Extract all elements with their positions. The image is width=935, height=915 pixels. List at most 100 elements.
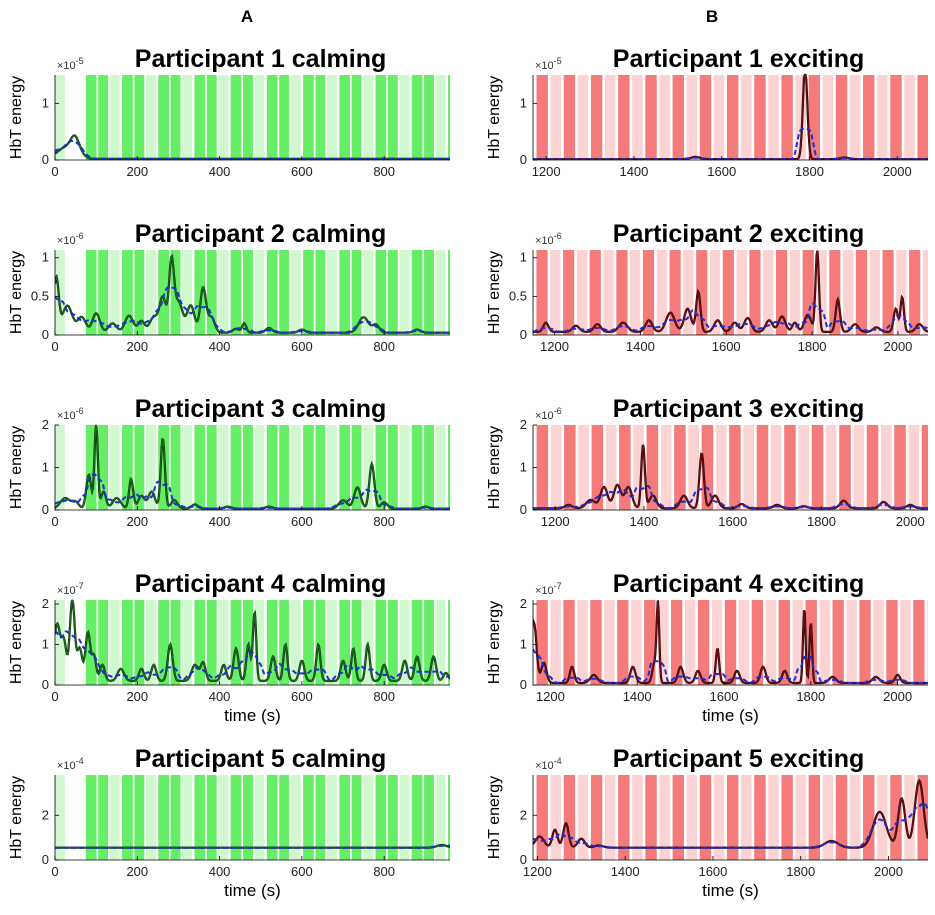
stimulus-band <box>822 775 834 860</box>
stimulus-band <box>781 75 793 160</box>
x-tick-label: 200 <box>126 164 148 179</box>
stimulus-band <box>696 250 708 335</box>
stimulus-band <box>835 775 848 860</box>
stimulus-band <box>726 75 739 160</box>
stimulus-band <box>109 250 120 335</box>
y-tick-label: 2 <box>42 417 49 432</box>
stimulus-band <box>724 600 737 685</box>
stimulus-band <box>290 775 301 860</box>
stimulus-band <box>768 75 779 160</box>
stimulus-band <box>686 75 698 160</box>
x-tick-label: 1400 <box>626 339 655 354</box>
y-tick-label: 0.5 <box>509 288 527 303</box>
stimulus-band <box>85 600 97 685</box>
stimulus-band <box>182 775 193 860</box>
stimulus-band <box>109 75 120 160</box>
stimulus-band <box>632 775 643 860</box>
x-tick-label: 800 <box>373 689 395 704</box>
stimulus-band <box>399 75 410 160</box>
stimulus-band <box>605 425 617 510</box>
stimulus-band <box>279 75 290 160</box>
stimulus-band <box>351 425 362 510</box>
x-tick-label: 1800 <box>795 164 824 179</box>
panel-title: Participant 2 calming <box>135 220 386 248</box>
stimulus-band <box>686 775 698 860</box>
stimulus-band <box>770 425 782 510</box>
stimulus-band <box>303 600 314 685</box>
stimulus-band <box>279 425 290 510</box>
x-tick-label: 1400 <box>623 689 652 704</box>
x-tick-label: 600 <box>291 689 313 704</box>
stimulus-band <box>603 250 614 335</box>
stimulus-band <box>411 250 423 335</box>
hbt-fit-line <box>55 630 450 682</box>
panel-p2-exciting: 1200 1400 1600 1800 2000 0 0.5 1 ×10-6 Participan… <box>486 220 928 354</box>
stimulus-band <box>375 425 387 510</box>
stimulus-band <box>254 775 265 860</box>
stimulus-band <box>683 250 694 335</box>
stimulus-band <box>563 775 576 860</box>
stimulus-band <box>886 600 898 685</box>
stimulus-band <box>206 425 217 510</box>
stimulus-band <box>351 75 362 160</box>
stimulus-band <box>170 775 181 860</box>
stimulus-band <box>699 775 712 860</box>
stimulus-band <box>859 600 871 685</box>
stimulus-band <box>424 250 434 335</box>
stimulus-band <box>230 425 242 510</box>
stimulus-band <box>846 600 857 685</box>
stimulus-band <box>645 775 657 860</box>
stimulus-band <box>145 600 156 685</box>
stimulus-band <box>424 425 434 510</box>
stimulus-band <box>218 775 229 860</box>
stimulus-band <box>849 775 861 860</box>
stimulus-band <box>55 775 65 860</box>
stimulus-band <box>672 75 684 160</box>
stimulus-band <box>604 775 616 860</box>
stimulus-band <box>435 75 446 160</box>
stimulus-band <box>866 425 879 510</box>
stimulus-band <box>266 600 278 685</box>
stimulus-band <box>672 775 684 860</box>
x-tick-label: 1600 <box>718 514 747 529</box>
hbt-fit-line <box>533 484 928 510</box>
stimulus-band <box>279 250 290 335</box>
stimulus-band <box>751 600 764 685</box>
stimulus-bands <box>536 600 928 685</box>
x-tick-label: 600 <box>291 514 313 529</box>
stimulus-band <box>170 425 181 510</box>
stimulus-band <box>122 425 133 510</box>
column-label-a: A <box>241 7 253 26</box>
stimulus-band <box>266 250 278 335</box>
y-axis-label: HbT energy <box>8 251 25 334</box>
stimulus-band <box>722 250 734 335</box>
x-tick-label: 1800 <box>798 339 827 354</box>
stimulus-band <box>399 250 410 335</box>
stimulus-band <box>684 600 696 685</box>
y-exponent: ×10-6 <box>535 231 562 247</box>
stimulus-band <box>218 250 229 335</box>
stimulus-band <box>792 600 803 685</box>
y-tick-label: 2 <box>520 596 527 611</box>
y-tick-label: 0 <box>520 852 527 867</box>
stimulus-band <box>536 600 548 685</box>
stimulus-band <box>658 600 669 685</box>
x-tick-label: 2000 <box>874 864 903 879</box>
stimulus-band <box>896 250 907 335</box>
stimulus-bands <box>536 425 928 510</box>
stimulus-band <box>218 75 229 160</box>
stimulus-band <box>411 600 423 685</box>
x-tick-label: 1200 <box>532 164 561 179</box>
stimulus-band <box>795 775 806 860</box>
stimulus-band <box>447 425 450 510</box>
stimulus-band <box>849 75 861 160</box>
stimulus-band <box>363 425 374 510</box>
stimulus-band <box>387 425 398 510</box>
x-axis-label: time (s) <box>702 706 759 725</box>
stimulus-band <box>375 775 387 860</box>
stimulus-band <box>697 600 710 685</box>
stimulus-band <box>604 75 616 160</box>
stimulus-band <box>122 600 133 685</box>
stimulus-band <box>890 775 902 860</box>
hbt-fit-line <box>533 302 928 333</box>
